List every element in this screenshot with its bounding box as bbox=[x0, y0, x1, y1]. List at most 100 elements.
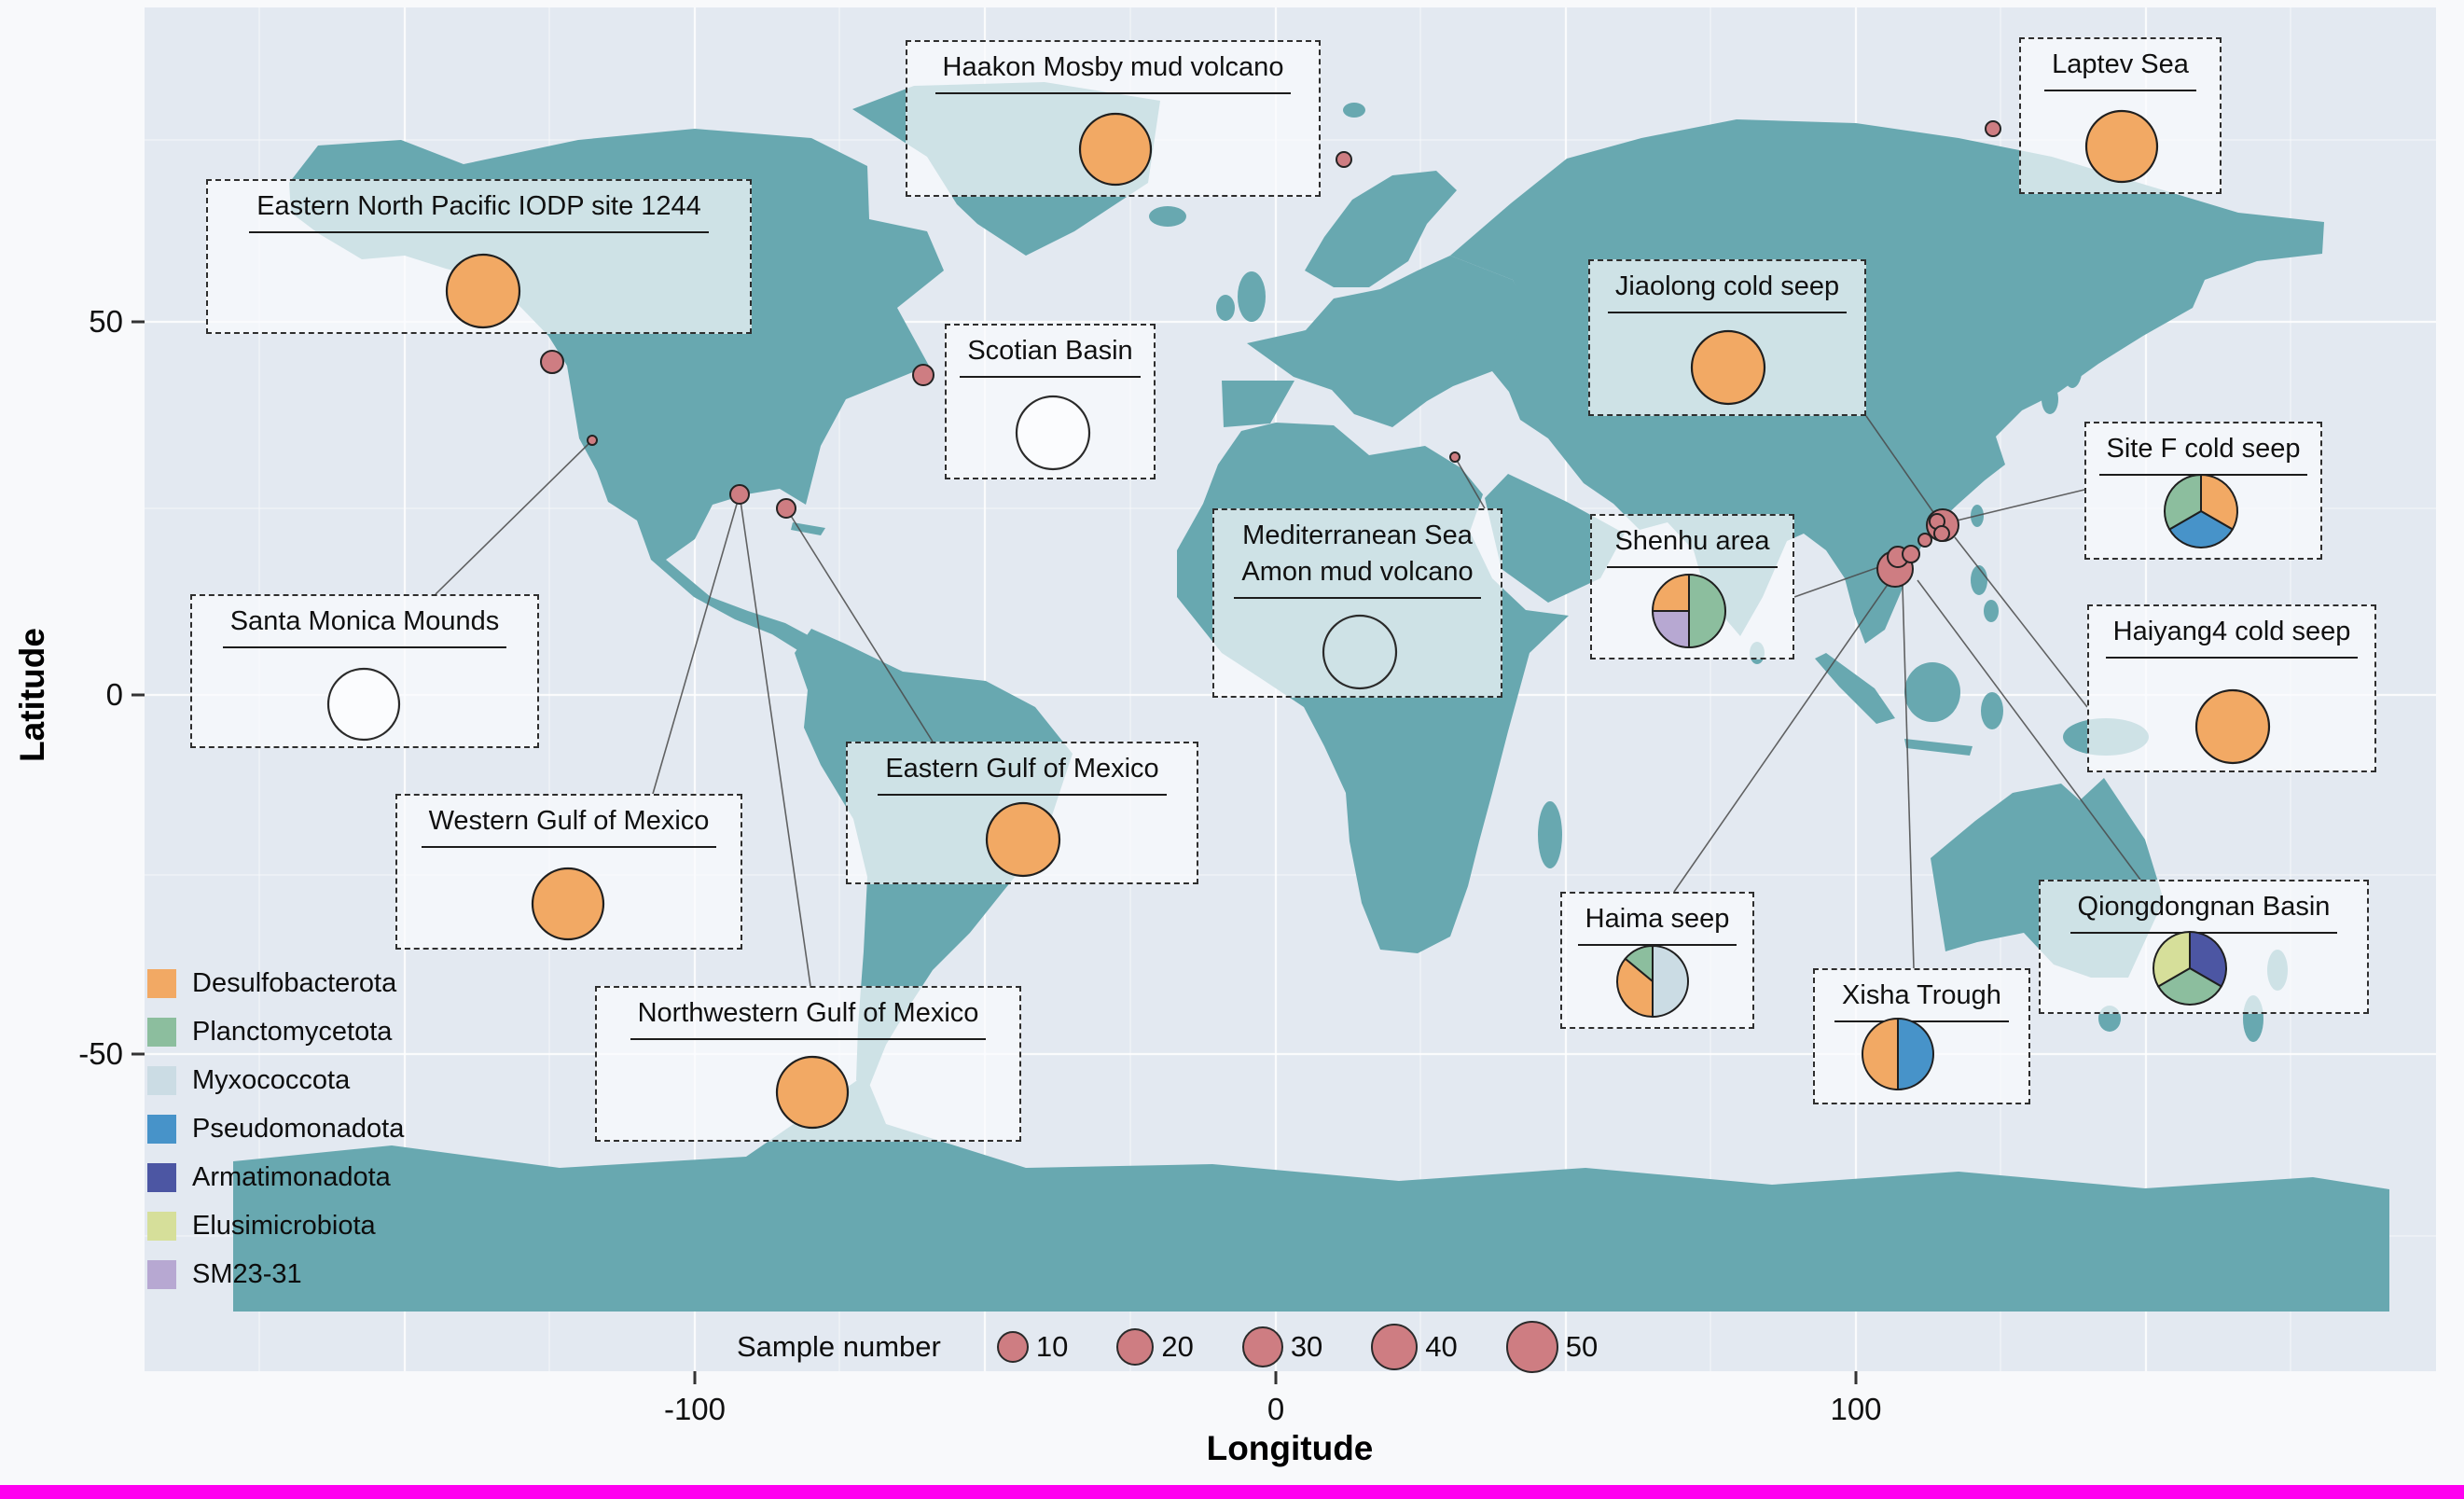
leader-line bbox=[1948, 489, 2085, 523]
y-tick-label: -50 bbox=[78, 1036, 123, 1071]
site-title-eastern-gulf-of-mexico: Eastern Gulf of Mexico bbox=[848, 743, 1197, 797]
landmass-madagascar bbox=[1538, 801, 1562, 868]
sample-point bbox=[1336, 151, 1352, 168]
legend-swatch bbox=[147, 1017, 176, 1047]
site-title-jiaolong-cold-seep: Jiaolong cold seep bbox=[1590, 261, 1864, 314]
leader-lines bbox=[435, 415, 2141, 987]
legend-item-desulfobacterota: Desulfobacterota bbox=[147, 959, 404, 1007]
sample-number-legend: Sample number 10 20 30 40 50 bbox=[737, 1319, 1646, 1375]
y-tick-label: 0 bbox=[105, 677, 123, 712]
sample-size-number: 50 bbox=[1565, 1330, 1599, 1363]
site-title-northwestern-gulf-of-mexico: Northwestern Gulf of Mexico bbox=[597, 988, 1019, 1041]
landmass-arabia bbox=[1485, 474, 1625, 603]
sample-point bbox=[729, 484, 750, 505]
sample-size-item: 20 bbox=[1116, 1328, 1194, 1366]
legend-swatch bbox=[147, 1162, 176, 1192]
sample-size-number: 20 bbox=[1161, 1330, 1194, 1363]
leader-line bbox=[1902, 585, 1915, 969]
pie-slice-planctomycetota bbox=[2157, 967, 2222, 1006]
legend-item-planctomycetota: Planctomycetota bbox=[147, 1007, 404, 1056]
sample-size-dot bbox=[1116, 1328, 1155, 1366]
pie-chart-mediterranean-amon-mud-volcano bbox=[1322, 614, 1398, 690]
legend-swatch bbox=[147, 1114, 176, 1144]
legend-item-myxococcota: Myxococcota bbox=[147, 1056, 404, 1104]
sample-size-number: 40 bbox=[1425, 1330, 1458, 1363]
sample-point bbox=[1933, 525, 1950, 542]
landmass-scandinavia bbox=[1305, 171, 1457, 287]
leader-line bbox=[785, 507, 934, 743]
site-box-northwestern-gulf-of-mexico: Northwestern Gulf of Mexico bbox=[595, 986, 1021, 1142]
pie-slice-planctomycetota bbox=[2164, 474, 2202, 531]
site-title-laptev-sea: Laptev Sea bbox=[2021, 39, 2220, 92]
site-title-line: Haakon Mosby mud volcano bbox=[934, 49, 1292, 95]
legend-label: Planctomycetota bbox=[192, 1016, 393, 1047]
leader-line bbox=[1865, 415, 1936, 516]
pie-chart-northwestern-gulf-of-mexico bbox=[775, 1055, 850, 1130]
site-box-jiaolong-cold-seep: Jiaolong cold seep bbox=[1588, 259, 1866, 416]
leader-line bbox=[739, 493, 811, 987]
legend-item-armatimonadota: Armatimonadota bbox=[147, 1153, 404, 1201]
site-title-line: Western Gulf of Mexico bbox=[421, 803, 717, 849]
sample-point bbox=[1902, 545, 1920, 563]
pie-chart-santa-monica-mounds bbox=[326, 667, 401, 742]
sample-size-item: 40 bbox=[1371, 1324, 1458, 1370]
landmass-ireland bbox=[1216, 295, 1235, 321]
site-box-haiyang4-cold-seep: Haiyang4 cold seep bbox=[2087, 604, 2376, 772]
pie-chart-shenhu-area bbox=[1652, 574, 1726, 648]
site-title-line: Mediterranean Sea bbox=[1242, 520, 1473, 550]
sample-point bbox=[1449, 451, 1460, 463]
site-box-scotian-basin: Scotian Basin bbox=[945, 324, 1156, 479]
pie-slice-pseudomonadota bbox=[2168, 510, 2234, 548]
legend-label: Elusimicrobiota bbox=[192, 1210, 376, 1241]
legend-item-elusimicrobiota: Elusimicrobiota bbox=[147, 1201, 404, 1250]
pie-slice-elusimicrobiota bbox=[2153, 931, 2191, 988]
pie-chart-xisha-trough bbox=[1862, 1018, 1934, 1090]
pie-chart-site-f-cold-seep bbox=[2164, 474, 2238, 548]
site-title-line: Eastern Gulf of Mexico bbox=[878, 751, 1167, 797]
pie-slice-planctomycetota bbox=[1624, 945, 1654, 982]
site-title-western-gulf-of-mexico: Western Gulf of Mexico bbox=[397, 796, 741, 849]
x-tick-label: 100 bbox=[1830, 1392, 1882, 1426]
sample-legend-title: Sample number bbox=[737, 1330, 941, 1363]
leader-line bbox=[435, 439, 593, 595]
site-box-mediterranean-amon-mud-volcano: Mediterranean Sea Amon mud volcano bbox=[1212, 508, 1502, 698]
bottom-magenta-bar bbox=[0, 1485, 2464, 1499]
site-title-line: Qiongdongnan Basin bbox=[2069, 889, 2338, 935]
pie-chart-haakon-mosby-mud-volcano bbox=[1078, 112, 1153, 187]
x-tick-label: 0 bbox=[1267, 1392, 1285, 1426]
y-tick-label: 50 bbox=[89, 304, 123, 339]
pie-slice-myxococcota bbox=[1652, 945, 1689, 1018]
legend-item-pseudomonadota: Pseudomonadota bbox=[147, 1104, 404, 1153]
site-title-shenhu-area: Shenhu area bbox=[1592, 516, 1793, 569]
site-box-haakon-mosby-mud-volcano: Haakon Mosby mud volcano bbox=[906, 40, 1321, 197]
leader-line bbox=[652, 493, 741, 795]
landmasses bbox=[233, 82, 2389, 1312]
site-title-site-f-cold-seep: Site F cold seep bbox=[2086, 423, 2320, 477]
sample-point bbox=[587, 435, 598, 446]
sample-point bbox=[912, 364, 934, 386]
sample-points bbox=[540, 120, 2001, 588]
pie-slice-planctomycetota bbox=[1688, 574, 1726, 648]
landmass-japan-honshu bbox=[2062, 343, 2083, 388]
site-box-santa-monica-mounds: Santa Monica Mounds bbox=[190, 594, 539, 748]
site-title-qiongdongnan-basin: Qiongdongnan Basin bbox=[2041, 881, 2367, 935]
site-box-shenhu-area: Shenhu area bbox=[1590, 514, 1794, 659]
legend-label: Armatimonadota bbox=[192, 1161, 391, 1192]
site-title-line: Jiaolong cold seep bbox=[1607, 269, 1848, 314]
pie-chart-eastern-gulf-of-mexico bbox=[985, 801, 1061, 878]
site-title-line: Site F cold seep bbox=[2098, 431, 2308, 477]
site-title-haiyang4-cold-seep: Haiyang4 cold seep bbox=[2089, 606, 2374, 659]
site-title-line: Amon mud volcano bbox=[1234, 554, 1481, 600]
site-box-laptev-sea: Laptev Sea bbox=[2019, 37, 2222, 194]
sample-point bbox=[1917, 533, 1932, 548]
site-title-mediterranean-amon-mud-volcano: Mediterranean Sea Amon mud volcano bbox=[1214, 510, 1501, 600]
site-box-haima-seep: Haima seep bbox=[1560, 892, 1754, 1029]
landmass-cuba bbox=[791, 522, 825, 535]
sample-legend-items: 10 20 30 40 50 bbox=[996, 1321, 1646, 1373]
legend-swatch bbox=[147, 968, 176, 998]
leader-line bbox=[1673, 576, 1894, 893]
y-axis-title: Latitude bbox=[13, 628, 51, 762]
pie-slice-pseudomonadota bbox=[1897, 1018, 1934, 1090]
site-title-line: Haiyang4 cold seep bbox=[2105, 614, 2359, 659]
